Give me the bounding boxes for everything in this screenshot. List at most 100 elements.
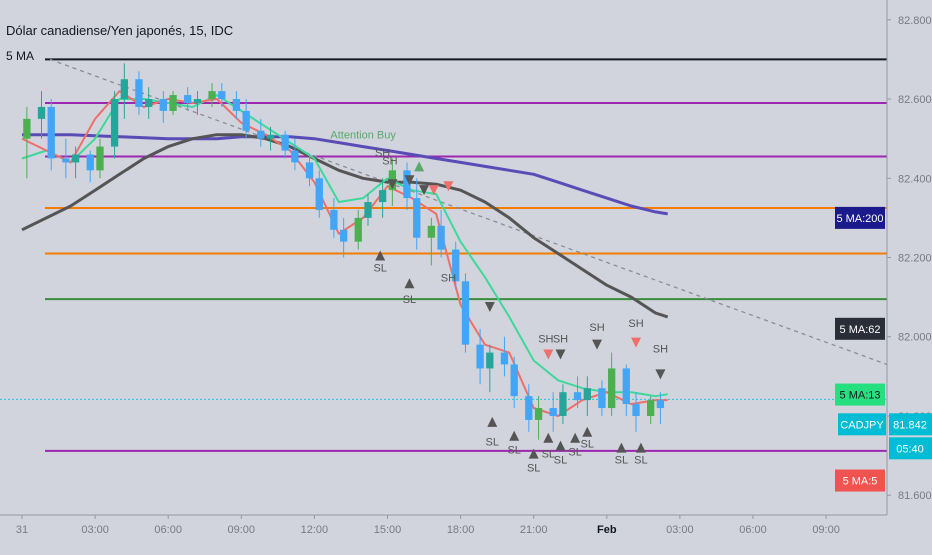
candle-body[interactable] (632, 404, 640, 416)
candle-body[interactable] (193, 99, 202, 103)
candle-body[interactable] (71, 154, 80, 163)
swing-marker-up[interactable] (509, 430, 520, 441)
annotation-sl: SL (554, 455, 567, 467)
annotation-sl: SL (373, 262, 386, 274)
swing-marker-up[interactable] (570, 432, 581, 443)
candle-body[interactable] (461, 281, 470, 345)
candle-body[interactable] (218, 91, 226, 100)
candle-body[interactable] (559, 392, 567, 416)
candle-body[interactable] (452, 249, 460, 282)
swing-marker-up[interactable] (616, 442, 627, 453)
annotation-sl: SL (507, 445, 520, 457)
swing-marker-down[interactable] (555, 349, 566, 360)
candle-body[interactable] (23, 118, 31, 139)
swing-marker-up[interactable] (375, 250, 386, 261)
ma-line-5-ma-5[interactable] (21, 90, 668, 417)
candle-body[interactable] (437, 225, 445, 250)
candle-body[interactable] (486, 352, 494, 369)
candle-body[interactable] (646, 400, 655, 416)
candle-body[interactable] (476, 344, 484, 369)
candle-body[interactable] (339, 229, 348, 242)
plot-area[interactable] (0, 58, 887, 459)
swing-marker-down[interactable] (428, 185, 439, 196)
swing-marker-up[interactable] (487, 416, 498, 427)
candle-body[interactable] (37, 106, 46, 119)
candle-body[interactable] (403, 170, 411, 199)
candle-body[interactable] (500, 352, 509, 365)
candle-body[interactable] (656, 400, 665, 409)
annotation-sl: SL (542, 449, 555, 461)
candle-body[interactable] (622, 368, 630, 405)
candle-body[interactable] (257, 130, 265, 139)
candle-body[interactable] (120, 79, 128, 100)
swing-marker-up[interactable] (404, 278, 415, 289)
candle-body[interactable] (281, 134, 289, 151)
candle-body[interactable] (364, 202, 372, 218)
candle-body[interactable] (47, 106, 55, 159)
candle-body[interactable] (525, 396, 533, 420)
swing-marker-up[interactable] (555, 440, 566, 451)
ma-label-box (835, 206, 885, 229)
candle-body[interactable] (62, 158, 70, 163)
annotation-attention-buy: Attention Buy (330, 130, 396, 142)
swing-marker-down[interactable] (484, 302, 495, 313)
candle-body[interactable] (608, 368, 616, 409)
swing-marker-up[interactable] (414, 161, 425, 172)
candle-body[interactable] (145, 99, 153, 107)
swing-marker-down[interactable] (387, 179, 398, 190)
ma-line-5-ma-62[interactable] (21, 133, 669, 319)
candle-body[interactable] (159, 99, 167, 111)
swing-marker-down[interactable] (631, 337, 642, 348)
candle-body[interactable] (96, 146, 104, 171)
x-tick-label: 06:00 (154, 524, 182, 536)
candle-body[interactable] (549, 408, 557, 416)
swing-marker-up[interactable] (543, 432, 554, 443)
ma-line-5-ma-200[interactable] (22, 133, 668, 216)
candle-body[interactable] (208, 91, 216, 100)
swing-marker-up[interactable] (528, 448, 539, 459)
swing-marker-up[interactable] (635, 442, 646, 453)
candle-body[interactable] (86, 154, 94, 171)
x-tick-label: Feb (597, 524, 617, 536)
candle-body[interactable] (510, 364, 518, 397)
candle-body[interactable] (573, 392, 582, 401)
annotation-sl: SL (581, 439, 594, 451)
swing-marker-down[interactable] (655, 369, 666, 380)
indicator-label[interactable]: 5 MA (6, 49, 34, 63)
candle-body[interactable] (354, 217, 362, 242)
candle-body[interactable] (330, 209, 338, 230)
candle-body[interactable] (266, 134, 275, 139)
candle-body[interactable] (583, 388, 591, 401)
candle-body[interactable] (534, 408, 543, 420)
y-tick-label: 82.800 (898, 15, 932, 27)
candle-body[interactable] (305, 162, 314, 179)
candle-body[interactable] (110, 99, 119, 147)
current-price-box (889, 413, 932, 436)
x-tick-label: 21:00 (520, 524, 548, 536)
swing-marker-down[interactable] (443, 181, 454, 192)
swing-marker-up[interactable] (582, 426, 593, 437)
swing-marker-down[interactable] (592, 339, 603, 350)
candle-body[interactable] (184, 95, 192, 103)
annotation-sh: SH (653, 344, 668, 356)
annotation-sh: SH (375, 147, 390, 159)
swing-marker-down[interactable] (419, 185, 430, 196)
swing-marker-down[interactable] (543, 349, 554, 360)
candle-body[interactable] (315, 178, 323, 210)
y-tick-label: 82.400 (898, 173, 932, 185)
candle-body[interactable] (598, 388, 606, 409)
swing-marker-down[interactable] (404, 175, 415, 186)
candle-body[interactable] (427, 225, 436, 238)
candle-body[interactable] (169, 95, 177, 111)
candle-body[interactable] (232, 99, 241, 111)
annotation-sl: SL (634, 455, 647, 467)
y-tick-label: 82.000 (898, 332, 932, 344)
candle-body[interactable] (413, 198, 421, 238)
candle-body[interactable] (378, 190, 387, 203)
y-tick-label: 82.200 (898, 253, 932, 265)
candle-body[interactable] (291, 150, 299, 163)
candle-body[interactable] (135, 79, 143, 107)
candle-body[interactable] (242, 110, 250, 131)
y-tick-label: 82.600 (898, 94, 932, 106)
